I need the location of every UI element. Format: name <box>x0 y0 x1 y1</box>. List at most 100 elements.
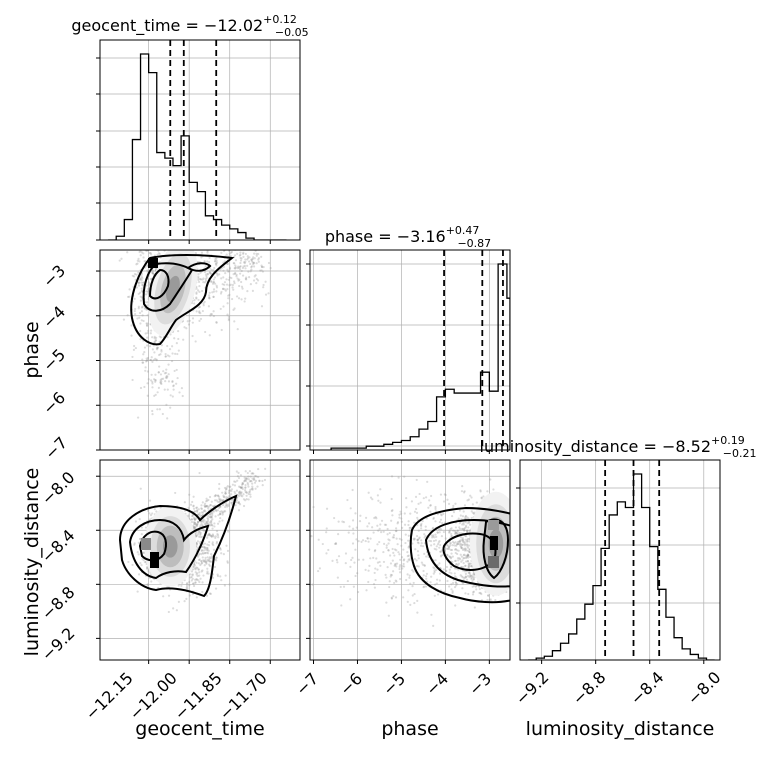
scatter-point <box>226 505 229 508</box>
scatter-point <box>463 549 467 552</box>
scatter-point <box>416 599 419 602</box>
scatter-point <box>467 565 470 568</box>
scatter-point <box>146 269 149 272</box>
scatter-point <box>166 417 169 420</box>
scatter-point <box>145 290 148 293</box>
scatter-point <box>388 539 391 542</box>
scatter-point <box>373 550 376 553</box>
scatter-point <box>424 585 428 588</box>
scatter-point <box>446 554 449 557</box>
scatter-point <box>427 506 430 509</box>
scatter-point <box>226 484 229 488</box>
scatter-point <box>412 581 415 585</box>
scatter-point <box>225 487 228 491</box>
scatter-point <box>466 540 469 543</box>
scatter-point <box>253 476 256 480</box>
scatter-point <box>152 358 155 362</box>
scatter-point <box>222 494 225 497</box>
scatter-point <box>437 541 440 544</box>
scatter-point <box>242 255 245 258</box>
scatter-point <box>407 545 411 548</box>
scatter-point <box>199 532 202 535</box>
scatter-point <box>385 546 388 549</box>
scatter-point <box>208 532 211 536</box>
scatter-point <box>463 547 466 550</box>
xtick-phase-neg3: −3 <box>465 669 495 699</box>
xtick-lum-neg8.0: −8.0 <box>684 668 725 709</box>
density-gl <box>118 494 238 598</box>
scatter-point <box>212 278 215 281</box>
scatter-point <box>511 512 513 514</box>
scatter-point <box>196 572 199 575</box>
scatter-point <box>195 506 198 509</box>
scatter-point <box>361 539 365 542</box>
scatter-point <box>408 576 411 579</box>
scatter-point <box>180 387 184 390</box>
scatter-point <box>151 360 154 363</box>
scatter-point <box>211 504 214 508</box>
scatter-point <box>156 246 158 248</box>
scatter-point <box>210 557 213 560</box>
scatter-point <box>200 520 203 523</box>
scatter-point <box>251 477 254 480</box>
scatter-point <box>398 513 401 516</box>
scatter-point <box>244 470 247 473</box>
scatter-point <box>201 289 204 293</box>
scatter-point <box>464 592 467 595</box>
scatter-point <box>208 495 212 499</box>
scatter-point <box>287 550 289 552</box>
scatter-point <box>470 577 473 581</box>
scatter-point <box>316 569 320 573</box>
scatter-point <box>146 344 149 347</box>
scatter-point <box>386 527 389 531</box>
scatter-point <box>196 574 199 578</box>
scatter-point <box>238 254 241 257</box>
scatter-point <box>233 280 236 283</box>
scatter-point <box>215 530 219 533</box>
scatter-point <box>245 276 248 279</box>
scatter-point <box>416 516 419 519</box>
scatter-point <box>388 585 391 589</box>
scatter-point <box>250 268 253 271</box>
scatter-point <box>205 505 208 508</box>
scatter-point <box>138 518 141 521</box>
title-lum-base: luminosity_distance = −8.52 <box>480 437 711 457</box>
scatter-point <box>144 332 147 335</box>
xlabel-geocent: geocent_time <box>135 718 264 740</box>
scatter-point <box>191 334 194 338</box>
scatter-point <box>193 518 197 521</box>
scatter-point <box>202 302 205 305</box>
scatter-point <box>365 589 368 592</box>
scatter-point <box>204 546 207 549</box>
scatter-point <box>250 258 253 261</box>
scatter-point <box>461 543 464 546</box>
scatter-point <box>448 531 451 534</box>
scatter-point <box>230 236 232 238</box>
scatter-point <box>230 501 233 504</box>
scatter-point <box>209 534 212 537</box>
scatter-point <box>164 376 168 379</box>
scatter-point <box>243 300 246 303</box>
scatter-point <box>237 471 240 474</box>
scatter-point <box>406 573 409 576</box>
scatter-point <box>225 486 228 489</box>
scatter-point <box>311 583 314 586</box>
scatter-point <box>126 251 129 254</box>
scatter-point <box>222 552 225 556</box>
scatter-point <box>210 313 214 316</box>
scatter-point <box>391 514 394 517</box>
scatter-point <box>140 296 144 299</box>
scatter-point <box>468 571 471 574</box>
scatter-point <box>429 504 432 507</box>
scatter-point <box>209 516 212 519</box>
scatter-point <box>230 501 233 505</box>
scatter-point <box>233 282 236 285</box>
scatter-point <box>246 257 250 260</box>
scatter-point <box>171 395 174 398</box>
scatter-point <box>424 525 427 528</box>
scatter-point <box>449 557 452 560</box>
scatter-point <box>157 243 159 245</box>
scatter-point <box>214 494 217 497</box>
scatter-point <box>134 520 138 523</box>
scatter-point <box>192 582 195 585</box>
